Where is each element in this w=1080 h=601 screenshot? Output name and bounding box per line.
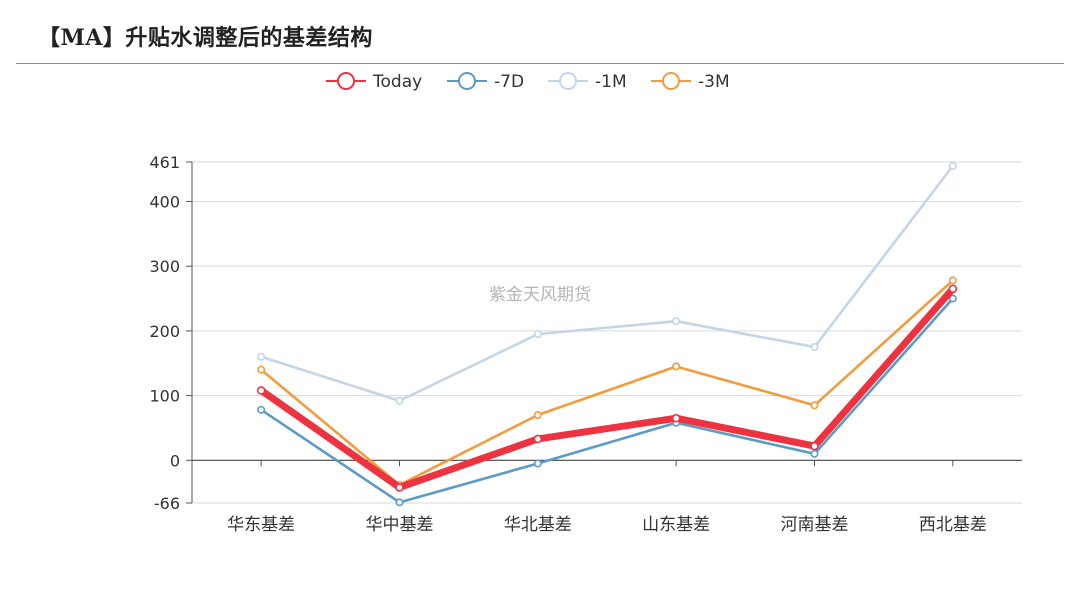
series-line-1m[interactable]	[259, 164, 955, 403]
data-point[interactable]	[948, 294, 957, 303]
header-divider	[16, 63, 1064, 64]
legend-label: Today	[372, 72, 422, 92]
data-point[interactable]	[257, 405, 266, 414]
watermark-text: 紫金天风期货	[489, 285, 591, 305]
series-line-today[interactable]	[257, 285, 957, 491]
data-point[interactable]	[533, 410, 542, 419]
data-point[interactable]	[395, 483, 404, 492]
header: 【MA】升贴水调整后的基差结构	[0, 0, 1080, 64]
grid-lines	[192, 161, 1022, 504]
x-tick-label: 河南基差	[781, 515, 849, 535]
y-tick-label: -66	[154, 494, 180, 513]
data-point[interactable]	[533, 434, 543, 444]
data-point[interactable]	[671, 413, 681, 423]
data-point[interactable]	[533, 330, 542, 339]
x-tick-label: 华北基差	[504, 515, 572, 535]
y-tick-label: 461	[149, 153, 180, 172]
series-line-3m[interactable]	[259, 279, 955, 487]
legend-circle-icon	[662, 72, 680, 90]
y-tick-label: 400	[149, 192, 180, 211]
data-point[interactable]	[810, 401, 819, 410]
data-point[interactable]	[948, 276, 957, 285]
legend-item[interactable]: Today	[326, 72, 422, 92]
legend-item[interactable]: -7D	[447, 72, 524, 92]
axes: 461 400 300 200 100 0 -66 华东基差 华中基差 华北基差 山东基差 河南基差 西…	[149, 153, 1022, 535]
series-line-7d[interactable]	[259, 297, 955, 504]
legend-label: -1M	[595, 72, 627, 92]
data-point[interactable]	[810, 449, 819, 458]
legend-circle-icon	[337, 72, 355, 90]
data-point[interactable]	[395, 396, 404, 405]
legend-label: -7D	[494, 72, 524, 92]
y-tick-label: 0	[170, 451, 180, 470]
y-tick-label: 300	[149, 257, 180, 276]
data-point[interactable]	[672, 362, 681, 371]
data-point[interactable]	[948, 284, 958, 294]
data-point[interactable]	[257, 352, 266, 361]
legend-label: -3M	[698, 72, 730, 92]
series-lines	[256, 161, 958, 507]
y-tick-label: 200	[149, 322, 180, 341]
data-point[interactable]	[533, 459, 542, 468]
x-tick-label: 西北基差	[919, 515, 987, 535]
data-point[interactable]	[395, 498, 404, 507]
data-point[interactable]	[810, 441, 819, 451]
page-title: 【MA】升贴水调整后的基差结构	[38, 25, 373, 51]
data-point[interactable]	[672, 317, 681, 326]
data-point[interactable]	[256, 386, 266, 395]
legend-item[interactable]: -1M	[548, 72, 627, 92]
x-tick-label: 山东基差	[642, 515, 710, 535]
data-point[interactable]	[810, 343, 819, 352]
legend-circle-icon	[458, 72, 476, 90]
y-tick-label: 100	[149, 387, 180, 406]
x-tick-label: 华中基差	[366, 515, 434, 535]
legend-circle-icon	[559, 72, 577, 90]
data-point[interactable]	[257, 365, 266, 374]
legend-item[interactable]: -3M	[651, 72, 730, 92]
data-point[interactable]	[948, 161, 957, 170]
x-tick-label: 华东基差	[227, 515, 295, 535]
legend[interactable]: Today -7D -1M -3M	[326, 72, 730, 92]
